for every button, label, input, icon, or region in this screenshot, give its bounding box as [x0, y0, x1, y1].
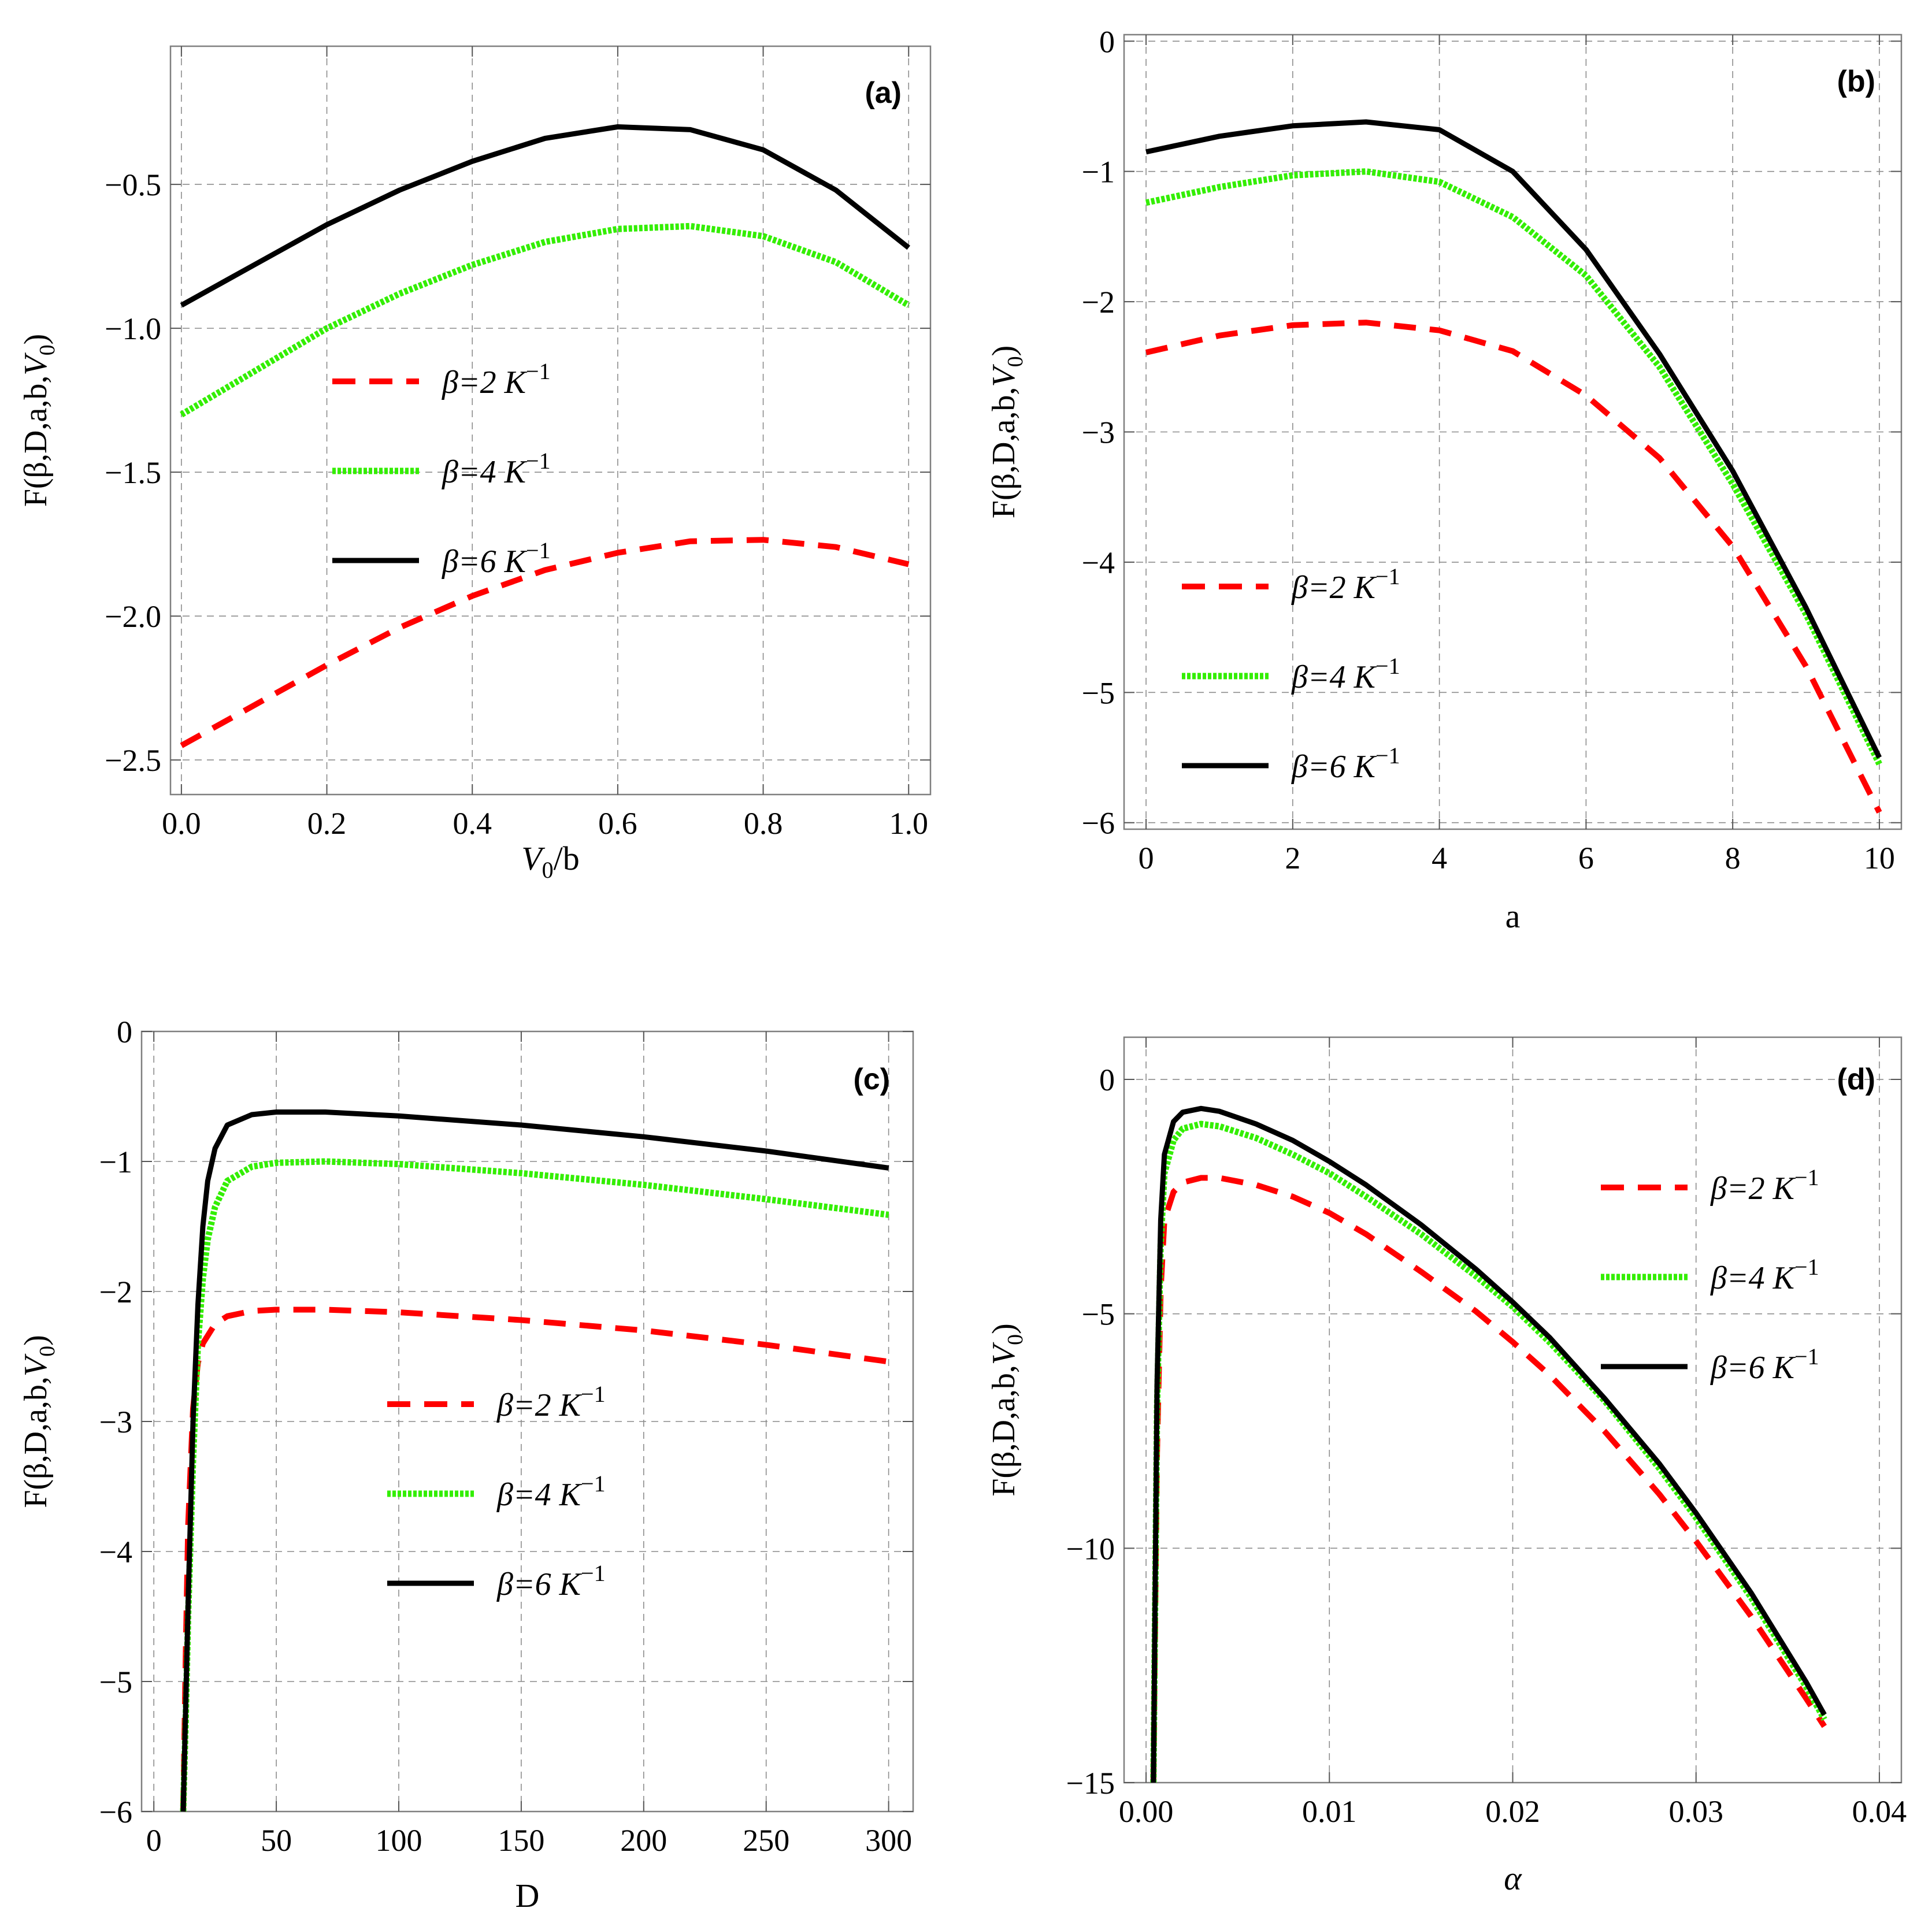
series-line-beta-6 [1145, 119, 1882, 759]
x-tick-label: 200 [620, 1823, 667, 1858]
series-line-beta-2 [1150, 1175, 1827, 1783]
series-line-beta-6 [1151, 1105, 1827, 1783]
y-tick-label: 0 [117, 1015, 132, 1049]
y-tick-label: 0 [1099, 24, 1115, 59]
series-line-beta-4 [1145, 168, 1882, 766]
y-tick-label: −5 [1082, 1297, 1115, 1332]
y-axis-label: F(β,D,a,b,V0) [18, 1335, 60, 1508]
series-line-beta-4 [180, 222, 911, 418]
legend: β=2 K−1 β=4 K−1 β=6 K−1 [387, 1381, 606, 1602]
series-line-beta-2 [180, 537, 910, 748]
panel-tag: (b) [1837, 65, 1875, 98]
x-tick-label: 0.2 [307, 806, 347, 841]
y-tick-label: −6 [99, 1795, 132, 1829]
y-tick-label: −6 [1082, 806, 1115, 841]
x-tick-label: 250 [743, 1823, 789, 1858]
y-axis-label: F(β,D,a,b,V0) [18, 334, 60, 507]
y-tick-label: −3 [99, 1405, 132, 1439]
legend-label: β=4 K−1 [496, 1471, 606, 1513]
legend: β=2 K−1 β=4 K−1 β=6 K−1 [1182, 563, 1400, 785]
y-tick-label: −2 [99, 1275, 132, 1309]
legend-label: β=6 K−1 [1291, 743, 1400, 785]
y-tick-label: −10 [1066, 1531, 1115, 1566]
x-tick-label: 6 [1578, 841, 1594, 875]
y-tick-label: −2.0 [105, 599, 161, 634]
x-axis-label: V0/b [521, 840, 580, 883]
y-tick-label: −4 [1082, 545, 1115, 580]
panel-tag: (a) [865, 76, 902, 110]
x-tick-label: 4 [1432, 841, 1447, 875]
x-tick-label: 0.04 [1852, 1794, 1907, 1829]
y-tick-label: −1.0 [105, 311, 161, 346]
legend-label: β=4 K−1 [1710, 1254, 1819, 1296]
x-tick-label: 0.4 [453, 806, 492, 841]
x-tick-label: 0.01 [1302, 1794, 1357, 1829]
x-tick-label: 0.02 [1485, 1794, 1540, 1829]
y-tick-label: 0 [1099, 1063, 1115, 1097]
x-tick-label: 0.8 [744, 806, 783, 841]
panel-4: 0.00 0.01 0.02 0.03 0.04 0 −5 −10 −15 (d) α F(β,D,a… [986, 1036, 1907, 1897]
x-axis-label: a [1505, 897, 1521, 935]
x-tick-label: 0.03 [1668, 1794, 1723, 1829]
y-axis-label: F(β,D,a,b,V0) [986, 1323, 1028, 1496]
y-tick-label: −1 [1082, 155, 1115, 190]
legend: β=2 K−1 β=4 K−1 β=6 K−1 [332, 358, 551, 580]
plot-frame [169, 45, 932, 796]
legend-label: β=2 K−1 [496, 1381, 606, 1423]
x-tick-label: 150 [498, 1823, 544, 1858]
panel-3: 0 50 100 150 200 250 300 0 −1 −2 −3 −4 −5 −6 (c) D F(β,D… [18, 1015, 914, 1914]
legend-label: β=2 K−1 [442, 358, 551, 400]
x-tick-label: 50 [261, 1823, 292, 1858]
y-tick-label: −15 [1066, 1766, 1115, 1801]
x-tick-label: 8 [1725, 841, 1741, 875]
x-tick-label: 0 [146, 1823, 162, 1858]
panel-tag: (c) [853, 1063, 890, 1096]
panel-tag: (d) [1837, 1063, 1875, 1096]
y-tick-label: −4 [99, 1535, 132, 1569]
x-tick-label: 0.6 [598, 806, 637, 841]
y-tick-label: −5 [99, 1665, 132, 1699]
panel-1: 0.0 0.2 0.4 0.6 0.8 1.0 −2.5 −2.0 −1.5 −1.0 −0.5 (a… [18, 45, 932, 883]
y-tick-label: −1 [99, 1145, 132, 1179]
x-tick-label: 2 [1285, 841, 1300, 875]
y-tick-label: −3 [1082, 415, 1115, 450]
legend: β=2 K−1 β=4 K−1 β=6 K−1 [1601, 1164, 1819, 1386]
x-tick-label: 300 [865, 1823, 912, 1858]
x-axis-label: D [516, 1877, 540, 1914]
y-tick-label: −0.5 [105, 168, 161, 202]
x-tick-label: 100 [376, 1823, 422, 1858]
series-line-beta-2 [180, 1306, 889, 1812]
x-tick-label: 10 [1864, 841, 1895, 875]
y-tick-label: −5 [1082, 675, 1115, 710]
y-axis-label: F(β,D,a,b,V0) [986, 346, 1028, 518]
legend-label: β=2 K−1 [1291, 563, 1400, 606]
series-line-beta-2 [1145, 320, 1882, 814]
legend-label: β=4 K−1 [442, 448, 551, 490]
legend-label: β=6 K−1 [496, 1560, 606, 1602]
series-line-beta-6 [180, 1109, 889, 1812]
x-tick-label: 0 [1139, 841, 1154, 875]
x-tick-label: 1.0 [889, 806, 928, 841]
y-tick-label: −1.5 [105, 455, 161, 490]
x-tick-label: 0.00 [1119, 1794, 1174, 1829]
y-tick-label: −2.5 [105, 743, 161, 778]
series-line-beta-6 [180, 124, 910, 308]
legend-label: β=6 K−1 [1710, 1343, 1819, 1386]
x-tick-label: 0.0 [162, 806, 201, 841]
legend-label: β=6 K−1 [442, 537, 551, 580]
legend-label: β=4 K−1 [1291, 653, 1400, 695]
y-tick-label: −2 [1082, 285, 1115, 320]
series-line-beta-4 [1150, 1120, 1827, 1783]
panel-2: 0 2 4 6 8 10 0 −1 −2 −3 −4 −5 −6 (b) a F(β,D,a,b,V0) β=2… [986, 24, 1903, 935]
x-axis-label: α [1504, 1859, 1522, 1897]
legend-label: β=2 K−1 [1710, 1164, 1819, 1207]
